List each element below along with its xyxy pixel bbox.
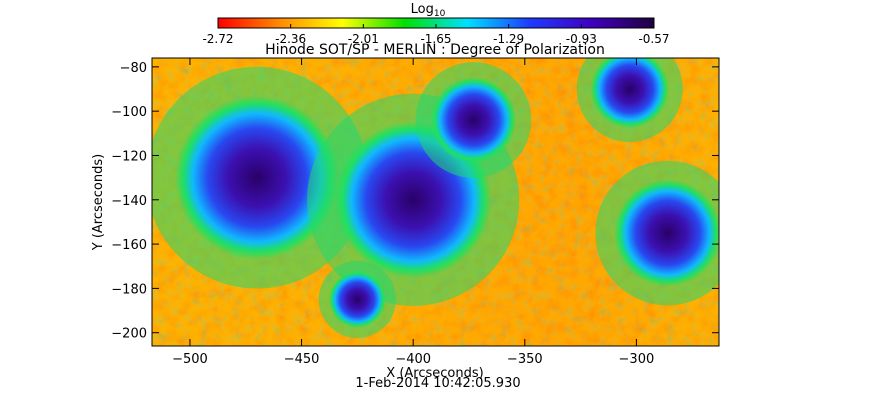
- y-tick-label: −140: [111, 194, 147, 209]
- colorbar-ticks: -2.72 -2.36 -2.01 -1.65 -1.29 -0.93 -0.57: [202, 24, 670, 46]
- colorbar-tick-label: -2.36: [275, 32, 306, 46]
- colorbar-tick-label: -2.01: [348, 32, 379, 46]
- polarization-feature: [328, 270, 386, 329]
- chart-title: Hinode SOT/SP - MERLIN : Degree of Polar…: [265, 42, 605, 58]
- x-tick-label: −500: [172, 352, 208, 367]
- y-tick-label: −120: [111, 149, 147, 164]
- x-tick-label: −450: [284, 352, 320, 367]
- x-axis-label: X (Arcseconds): [386, 366, 483, 381]
- colorbar-tick-label: -1.29: [493, 32, 524, 46]
- colorbar: Log10 -2.72 -2.36 -2.01 -1.65 -1.29 -0.93 -0.5…: [202, 2, 669, 46]
- y-tick-label: −180: [111, 282, 147, 297]
- colorbar-tick-label: -0.93: [566, 32, 597, 46]
- y-tick-label: −160: [111, 238, 147, 253]
- y-axis-ticks: −80 −100 −120 −140 −160 −180 −200: [111, 61, 719, 342]
- colorbar-tick-label: -1.65: [420, 32, 451, 46]
- polarization-feature: [430, 77, 517, 163]
- colorbar-title: Log10: [411, 2, 446, 19]
- heatmap-image: [152, 58, 719, 346]
- plot-frame: [151, 57, 720, 347]
- x-axis-ticks: −500 −450 −400 −350 −300: [172, 58, 654, 367]
- colorbar-tick-label: -0.57: [638, 32, 669, 46]
- colorbar-tick-label: -2.72: [202, 32, 233, 46]
- y-tick-label: −200: [111, 327, 147, 342]
- y-axis-label: Y (Arcseconds): [91, 154, 106, 251]
- y-tick-label: −100: [111, 105, 147, 120]
- x-tick-label: −300: [619, 352, 655, 367]
- polarization-features: [152, 58, 719, 339]
- y-tick-label: −80: [120, 61, 147, 76]
- polarization-feature: [590, 58, 669, 129]
- timestamp: 1-Feb-2014 10:42:05.930: [355, 376, 520, 391]
- polarization-feature: [174, 95, 340, 260]
- x-tick-label: −350: [507, 352, 543, 367]
- x-tick-label: −400: [395, 352, 431, 367]
- polarization-feature: [614, 179, 719, 287]
